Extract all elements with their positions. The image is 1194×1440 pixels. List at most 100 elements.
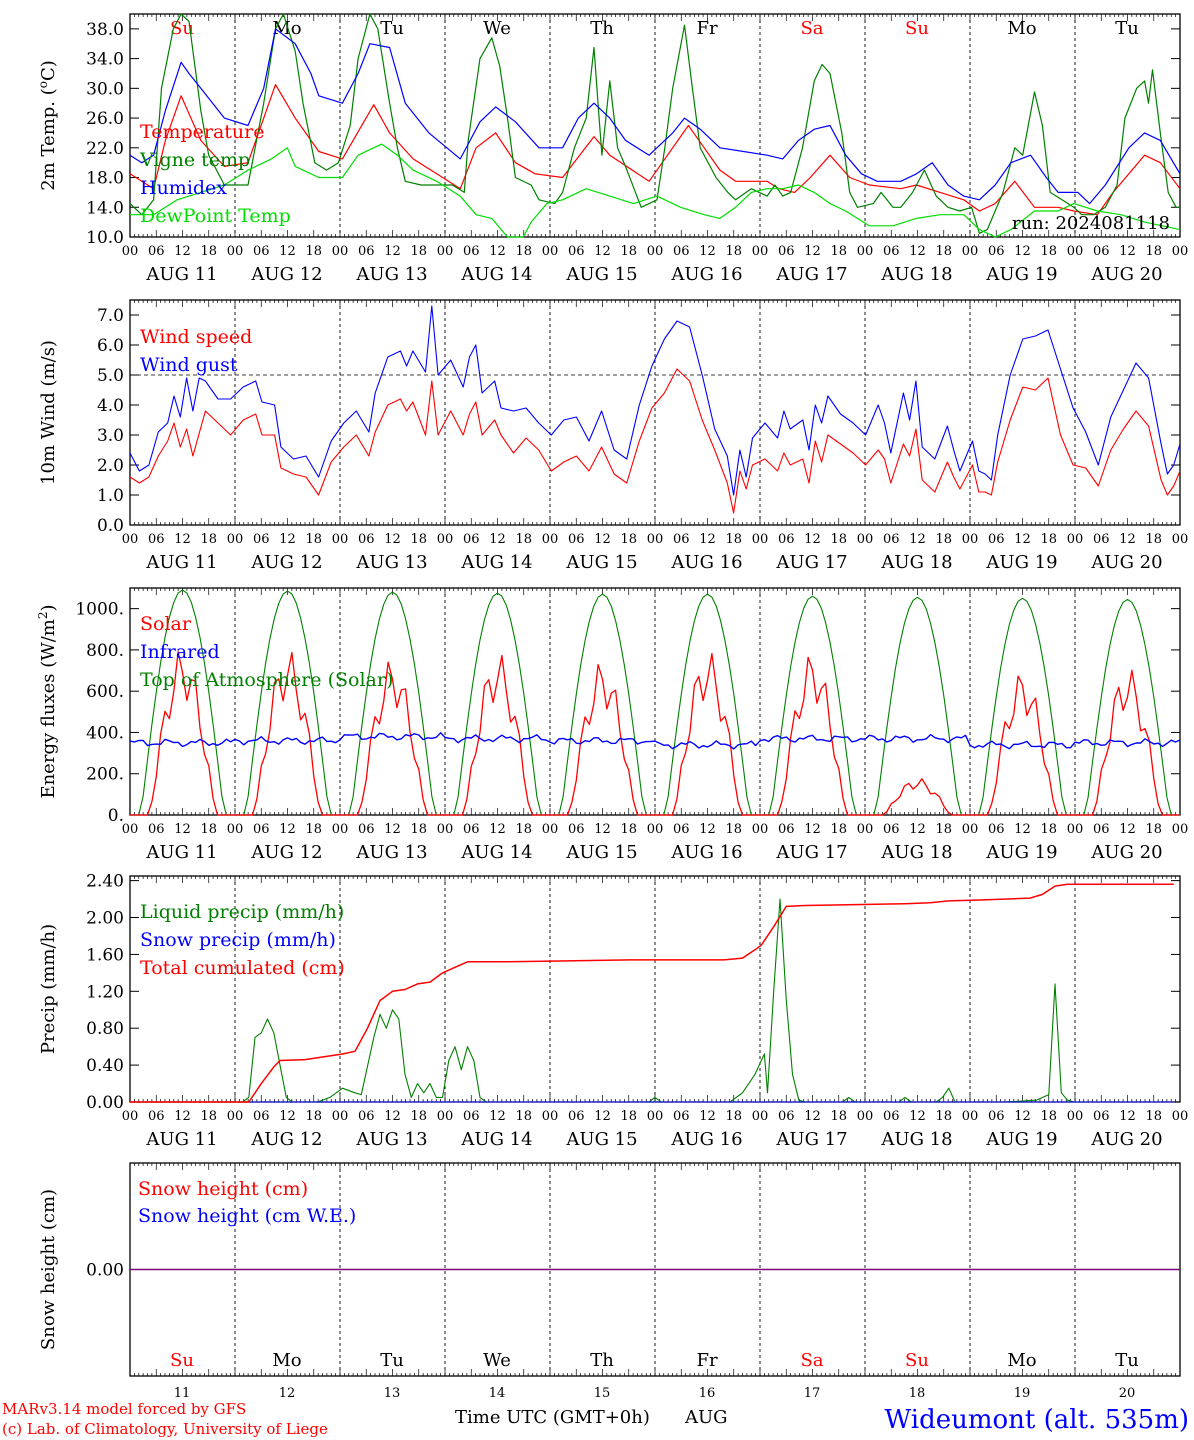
date-label: AUG 17 <box>775 552 847 573</box>
date-label: AUG 18 <box>880 264 952 285</box>
panel-2: 0.0 1.0 2.0 3.0 4.0 5.0 6.0 7.0 10m Wind (m/s) 00… <box>38 299 1189 573</box>
hour-tick-label: 00 <box>1172 244 1189 259</box>
hour-tick-label: 06 <box>358 244 375 259</box>
hour-tick-label: 00 <box>647 822 664 837</box>
hour-tick-label: 06 <box>148 244 165 259</box>
hour-tick-label: 12 <box>699 244 716 259</box>
y-tick-label: 7.0 <box>97 306 124 326</box>
hour-tick-label: 06 <box>463 244 480 259</box>
hour-tick-label: 00 <box>1172 822 1189 837</box>
legend-entry: Liquid precip (mm/h) <box>140 901 344 923</box>
run-label: run: 2024081118 <box>1012 213 1170 234</box>
hour-tick-label: 06 <box>568 822 585 837</box>
date-label: AUG 16 <box>670 264 742 285</box>
hour-tick-label: 00 <box>647 244 664 259</box>
hour-tick-label: 00 <box>227 1109 244 1124</box>
hour-tick-label: 00 <box>542 1109 559 1124</box>
date-number: 18 <box>909 1386 926 1401</box>
date-label: AUG 18 <box>880 1129 952 1150</box>
date-number: 20 <box>1119 1386 1136 1401</box>
series-line <box>130 883 1174 1103</box>
hour-tick-label: 12 <box>279 244 296 259</box>
hour-tick-label: 18 <box>1145 244 1162 259</box>
date-label: AUG 17 <box>775 264 847 285</box>
y-tick-label: 0.00 <box>86 1261 124 1281</box>
weekday-label: Sa <box>800 1350 823 1371</box>
hour-tick-label: 06 <box>253 1109 270 1124</box>
y-tick-label: 3.0 <box>97 426 124 446</box>
hour-tick-label: 00 <box>1172 532 1189 547</box>
hour-tick-label: 18 <box>725 822 742 837</box>
hour-tick-label: 00 <box>437 822 454 837</box>
weekday-label: Fr <box>696 18 717 39</box>
date-label: AUG 20 <box>1090 842 1162 863</box>
weekday-label: Mo <box>272 1350 301 1371</box>
hour-tick-label: 00 <box>857 822 874 837</box>
hour-tick-label: 12 <box>594 822 611 837</box>
hour-tick-label: 18 <box>1145 1109 1162 1124</box>
y-tick-label: 2.0 <box>97 456 124 476</box>
hour-tick-label: 00 <box>857 532 874 547</box>
y-axis-label: Snow height (cm) <box>38 1189 59 1350</box>
hour-tick-label: 12 <box>1014 1109 1031 1124</box>
hour-tick-label: 12 <box>909 244 926 259</box>
hour-tick-label: 18 <box>200 532 217 547</box>
date-label: AUG 19 <box>985 842 1057 863</box>
date-number: 14 <box>489 1386 506 1401</box>
hour-tick-label: 06 <box>883 1109 900 1124</box>
hour-tick-label: 18 <box>1145 822 1162 837</box>
hour-tick-label: 06 <box>568 1109 585 1124</box>
date-label: AUG 11 <box>145 1129 217 1150</box>
hour-tick-label: 06 <box>358 1109 375 1124</box>
hour-tick-label: 12 <box>699 822 716 837</box>
hour-tick-label: 18 <box>935 532 952 547</box>
date-label: AUG 12 <box>250 1129 322 1150</box>
hour-tick-label: 00 <box>437 1109 454 1124</box>
hour-tick-label: 12 <box>804 1109 821 1124</box>
series-line <box>129 28 1181 205</box>
series-line <box>129 13 1180 234</box>
hour-tick-label: 06 <box>883 822 900 837</box>
hour-tick-label: 00 <box>1172 1109 1189 1124</box>
hour-tick-label: 00 <box>227 822 244 837</box>
hour-tick-label: 18 <box>515 822 532 837</box>
hour-tick-label: 06 <box>253 822 270 837</box>
legend-entry: Snow precip (mm/h) <box>140 929 336 951</box>
hour-tick-label: 12 <box>594 532 611 547</box>
hour-tick-label: 00 <box>542 244 559 259</box>
legend-entry: Solar <box>140 613 192 635</box>
y-tick-label: 38.0 <box>86 20 124 40</box>
hour-tick-label: 12 <box>174 822 191 837</box>
hour-tick-label: 06 <box>988 244 1005 259</box>
hour-tick-label: 06 <box>463 1109 480 1124</box>
legend-entry: Infrared <box>140 641 220 663</box>
hour-tick-label: 12 <box>489 244 506 259</box>
hour-tick-label: 12 <box>1014 244 1031 259</box>
y-axis-label: 2m Temp. (oC) <box>36 60 59 191</box>
date-label: AUG 13 <box>355 552 427 573</box>
hour-tick-label: 12 <box>594 1109 611 1124</box>
weekday-label: Su <box>905 18 929 39</box>
hour-tick-label: 18 <box>515 244 532 259</box>
hour-tick-label: 00 <box>1067 244 1084 259</box>
date-number: 11 <box>174 1386 191 1401</box>
weekday-label: Tu <box>1115 18 1139 39</box>
series-line <box>130 143 1181 238</box>
hour-tick-label: 18 <box>515 532 532 547</box>
legend-entry: Vigne temp <box>139 149 250 171</box>
date-label: AUG 16 <box>670 1129 742 1150</box>
hour-tick-label: 18 <box>620 1109 637 1124</box>
time-axis-month: AUG <box>684 1407 728 1428</box>
hour-tick-label: 00 <box>962 244 979 259</box>
hour-tick-label: 18 <box>200 822 217 837</box>
hour-tick-label: 12 <box>174 1109 191 1124</box>
hour-tick-label: 18 <box>1040 532 1057 547</box>
y-tick-label: 34.0 <box>86 50 124 70</box>
hour-tick-label: 00 <box>752 532 769 547</box>
hour-tick-label: 06 <box>253 244 270 259</box>
hour-tick-label: 06 <box>568 244 585 259</box>
hour-tick-label: 06 <box>988 1109 1005 1124</box>
date-label: AUG 11 <box>145 264 217 285</box>
date-label: AUG 15 <box>565 1129 637 1150</box>
y-tick-label: 0.0 <box>97 516 124 536</box>
